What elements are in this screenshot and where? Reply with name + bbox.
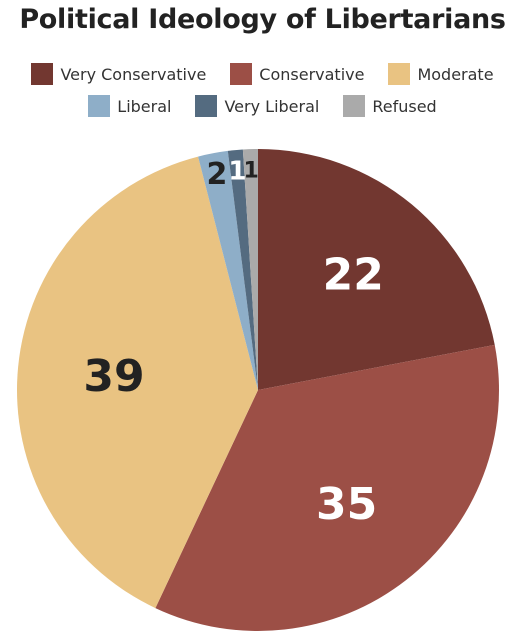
legend-item-conservative: Conservative (230, 63, 364, 85)
legend-item-liberal: Liberal (88, 95, 171, 117)
chart-title: Political Ideology of Libertarians (19, 4, 506, 35)
pie-label-very-conservative: 22 (323, 249, 384, 300)
legend-label-refused: Refused (372, 96, 437, 116)
pie-label-liberal: 2 (206, 157, 227, 192)
legend-item-very-liberal: Very Liberal (195, 95, 319, 117)
pie-slice-conservative (155, 344, 499, 632)
legend-item-very-conservative: Very Conservative (31, 63, 206, 85)
pie-slice-moderate (17, 156, 259, 609)
pie-slice-very-conservative (258, 149, 495, 390)
legend-swatch-very-conservative (31, 63, 54, 85)
legend-swatch-liberal (88, 95, 111, 117)
pie-slice-refused (242, 149, 258, 390)
legend-item-refused: Refused (343, 95, 437, 117)
legend-label-very-liberal: Very Liberal (224, 96, 320, 116)
pie-label-conservative: 35 (316, 479, 377, 530)
legend-swatch-conservative (230, 63, 253, 85)
legend: Very Conservative Conservative Moderate … (0, 58, 525, 122)
legend-label-conservative: Conservative (259, 64, 365, 84)
legend-swatch-very-liberal (195, 95, 218, 117)
pie-slice-liberal (198, 150, 258, 390)
legend-swatch-refused (343, 95, 366, 117)
legend-row-1: Very Conservative Conservative Moderate (0, 58, 525, 90)
legend-label-moderate: Moderate (417, 64, 494, 84)
pie-label-refused: 1 (243, 158, 258, 183)
legend-label-very-conservative: Very Conservative (60, 64, 207, 84)
pie-label-moderate: 39 (83, 351, 144, 402)
legend-item-moderate: Moderate (388, 63, 494, 85)
legend-label-liberal: Liberal (117, 96, 172, 116)
pie-label-very-liberal: 1 (228, 157, 246, 187)
legend-swatch-moderate (388, 63, 411, 85)
pie-slice-very-liberal (227, 149, 258, 390)
legend-row-2: Liberal Very Liberal Refused (0, 90, 525, 122)
